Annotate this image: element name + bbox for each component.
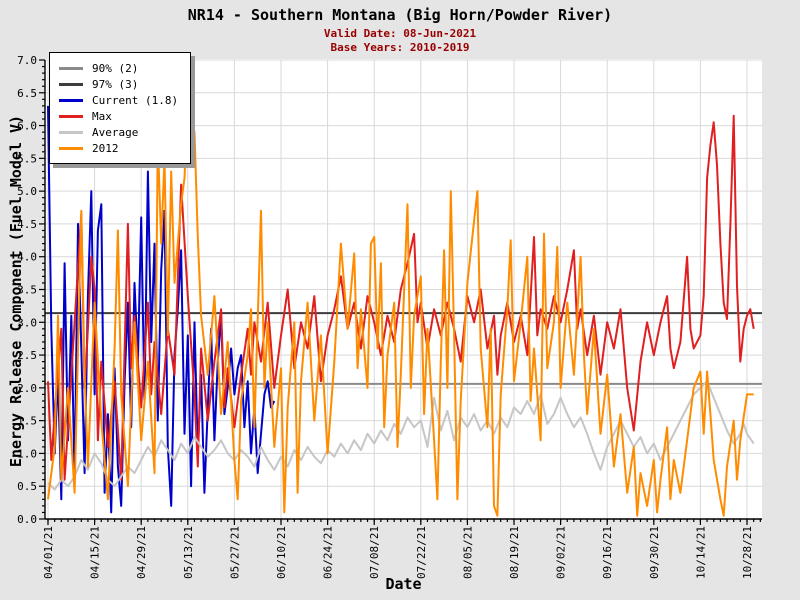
- chart-title: NR14 - Southern Montana (Big Horn/Powder…: [187, 6, 613, 24]
- svg-text:4.5: 4.5: [17, 218, 37, 231]
- svg-text:3.0: 3.0: [17, 316, 37, 329]
- legend-line-swatch: [59, 98, 83, 102]
- legend-label: 2012: [92, 141, 119, 155]
- svg-text:6.5: 6.5: [17, 87, 37, 100]
- svg-text:08/19/21: 08/19/21: [508, 526, 521, 579]
- svg-text:09/16/21: 09/16/21: [601, 526, 614, 579]
- svg-text:06/24/21: 06/24/21: [322, 526, 335, 579]
- svg-text:6.0: 6.0: [17, 120, 37, 133]
- base-years-subtitle: Base Years: 2010-2019: [330, 41, 470, 54]
- svg-text:04/01/21: 04/01/21: [42, 526, 55, 579]
- svg-text:1.5: 1.5: [17, 415, 37, 428]
- valid-date-subtitle: Valid Date: 08-Jun-2021: [323, 27, 477, 40]
- legend-line-swatch: [59, 66, 83, 70]
- legend-item-average: Average: [59, 124, 178, 140]
- svg-text:1.0: 1.0: [17, 447, 37, 460]
- svg-text:06/10/21: 06/10/21: [275, 526, 288, 579]
- svg-text:09/02/21: 09/02/21: [555, 526, 568, 579]
- svg-text:09/30/21: 09/30/21: [648, 526, 661, 579]
- legend-label: 97% (3): [92, 77, 139, 91]
- svg-text:07/08/21: 07/08/21: [368, 526, 381, 579]
- svg-text:5.5: 5.5: [17, 152, 37, 165]
- svg-text:0.0: 0.0: [17, 513, 37, 526]
- svg-text:10/14/21: 10/14/21: [694, 526, 707, 579]
- legend-item-2012: 2012: [59, 140, 178, 156]
- y-axis-title: Energy Release Component (Fuel Model V): [7, 114, 25, 468]
- svg-text:05/27/21: 05/27/21: [228, 526, 241, 579]
- svg-text:2.0: 2.0: [17, 382, 37, 395]
- svg-text:07/22/21: 07/22/21: [415, 526, 428, 579]
- legend-label: Max: [92, 109, 112, 123]
- legend-item-max: Max: [59, 108, 178, 124]
- legend-line-swatch: [59, 146, 83, 150]
- legend-label: 90% (2): [92, 61, 139, 75]
- svg-text:04/15/21: 04/15/21: [89, 526, 102, 579]
- x-axis-title: Date: [385, 575, 422, 593]
- legend-item-current-1-8: Current (1.8): [59, 92, 178, 108]
- legend-item-90-2: 90% (2): [59, 60, 178, 76]
- svg-text:05/13/21: 05/13/21: [182, 526, 195, 579]
- svg-text:5.0: 5.0: [17, 185, 37, 198]
- legend-label: Average: [92, 125, 139, 139]
- chart-legend: 90% (2) 97% (3) Current (1.8) Max Average 201…: [49, 52, 192, 164]
- svg-text:7.0: 7.0: [17, 54, 37, 67]
- legend-item-97-3: 97% (3): [59, 76, 178, 92]
- svg-text:0.5: 0.5: [17, 480, 37, 493]
- svg-text:4.0: 4.0: [17, 251, 37, 264]
- legend-line-swatch: [59, 82, 83, 86]
- legend-line-swatch: [59, 130, 83, 134]
- svg-text:2.5: 2.5: [17, 349, 37, 362]
- svg-text:04/29/21: 04/29/21: [135, 526, 148, 579]
- legend-line-swatch: [59, 114, 83, 118]
- svg-text:08/05/21: 08/05/21: [461, 526, 474, 579]
- svg-text:3.5: 3.5: [17, 284, 37, 297]
- legend-label: Current (1.8): [92, 93, 179, 107]
- svg-text:10/28/21: 10/28/21: [741, 526, 754, 579]
